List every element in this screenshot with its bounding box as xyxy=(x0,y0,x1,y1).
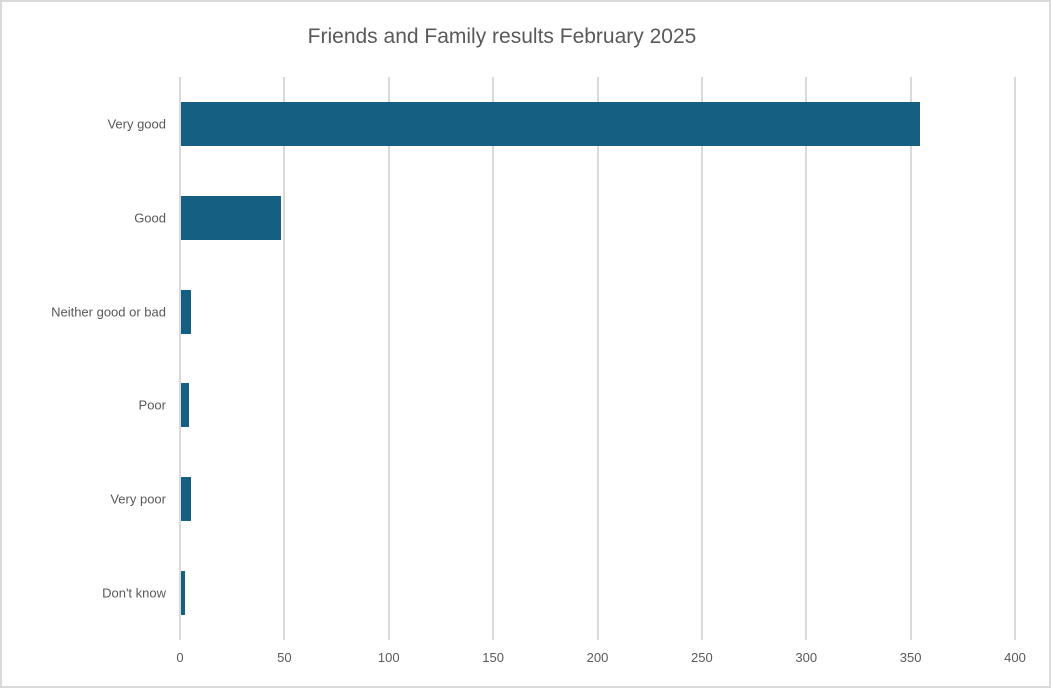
y-axis-line xyxy=(179,77,181,640)
bar-poor xyxy=(181,383,190,428)
x-tick-label: 50 xyxy=(277,650,292,665)
gridline xyxy=(596,77,599,640)
gridline xyxy=(387,77,390,640)
gridline xyxy=(909,77,912,640)
category-label-neither-good-or-bad: Neither good or bad xyxy=(51,304,166,320)
x-tick-label: 350 xyxy=(899,650,922,665)
chart-title: Friends and Family results February 2025 xyxy=(307,25,697,48)
x-tick-label: 100 xyxy=(377,650,400,665)
gridline xyxy=(805,77,808,640)
category-label-very-poor: Very poor xyxy=(110,491,166,507)
value-axis: 0 50 100 150 200 250 300 350 400 xyxy=(176,650,1025,670)
gridline xyxy=(700,77,703,640)
x-tick-label: 250 xyxy=(691,650,713,665)
gridline xyxy=(492,77,495,640)
category-label-very-good: Very good xyxy=(107,116,166,132)
bar-good xyxy=(181,195,282,240)
category-label-poor: Poor xyxy=(138,397,166,413)
x-tick-label: 0 xyxy=(176,650,184,665)
category-label-don-t-know: Don't know xyxy=(102,585,166,601)
bar-neither-good-or-bad xyxy=(181,289,192,334)
x-tick-label: 200 xyxy=(586,650,609,665)
x-tick-label: 300 xyxy=(795,650,818,665)
category-axis: Very good Good Neither good or bad Poor Very… xyxy=(2,77,180,640)
x-tick-label: 400 xyxy=(1004,650,1026,665)
bar-very-poor xyxy=(181,477,192,522)
bar-don-t-know xyxy=(181,571,186,616)
gridline xyxy=(1014,77,1016,640)
x-tick-label: 150 xyxy=(482,650,504,665)
gridline xyxy=(283,77,286,640)
plot-area xyxy=(179,77,1016,640)
bar-very-good xyxy=(181,101,920,146)
category-label-good: Good xyxy=(134,210,166,226)
